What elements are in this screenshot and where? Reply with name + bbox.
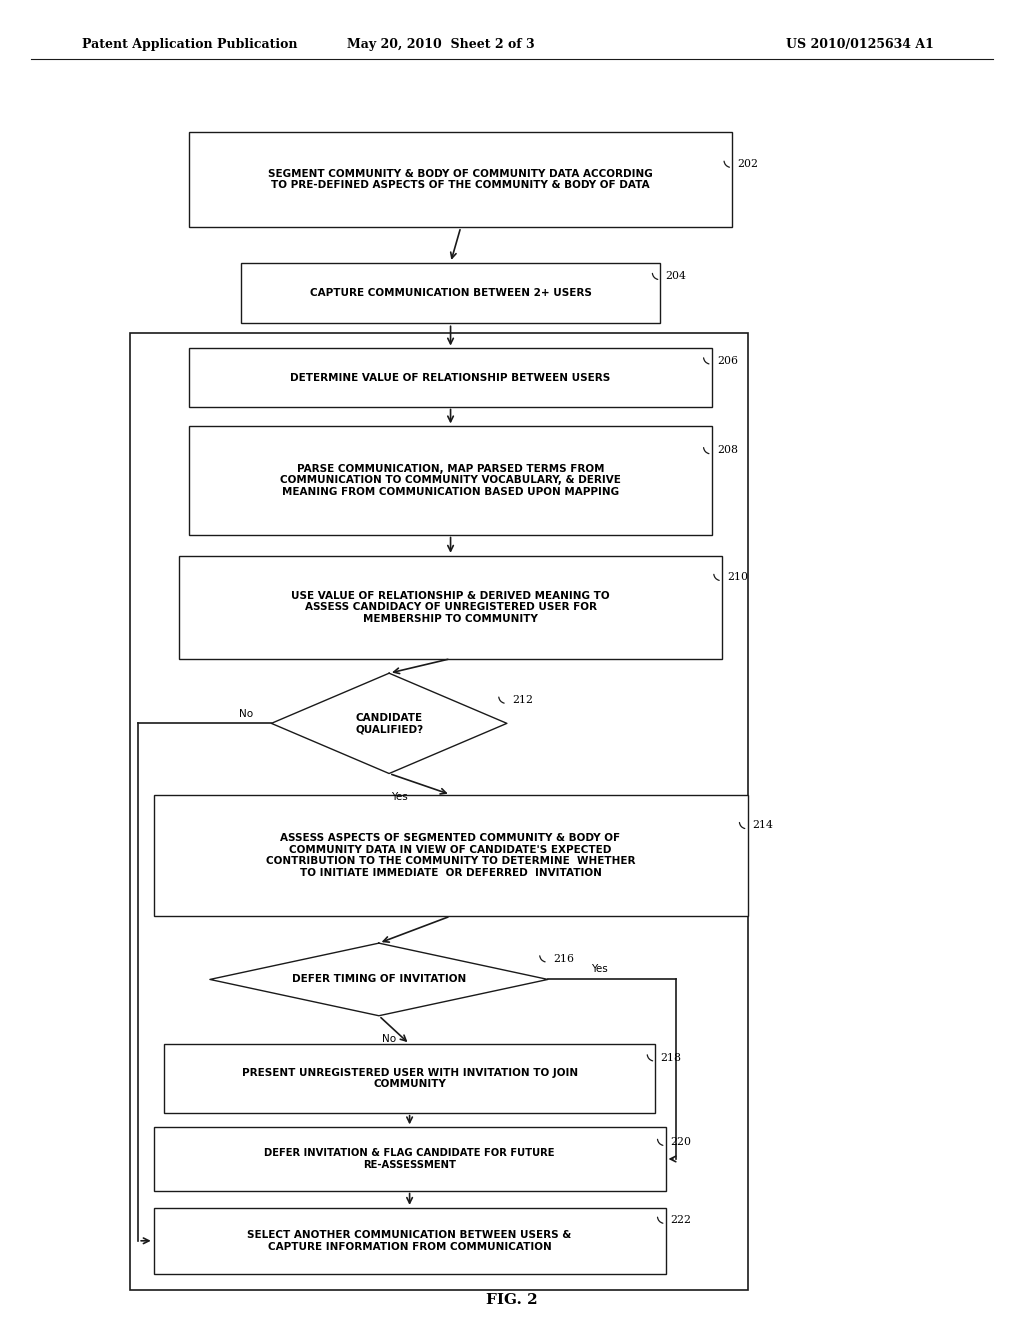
FancyBboxPatch shape [189,132,732,227]
Text: DEFER INVITATION & FLAG CANDIDATE FOR FUTURE
RE-ASSESSMENT: DEFER INVITATION & FLAG CANDIDATE FOR FU… [264,1148,555,1170]
Text: May 20, 2010  Sheet 2 of 3: May 20, 2010 Sheet 2 of 3 [346,38,535,51]
Text: CANDIDATE
QUALIFIED?: CANDIDATE QUALIFIED? [355,713,423,734]
Text: 202: 202 [737,158,759,169]
Text: 216: 216 [553,953,574,964]
Text: DETERMINE VALUE OF RELATIONSHIP BETWEEN USERS: DETERMINE VALUE OF RELATIONSHIP BETWEEN … [291,372,610,383]
Text: 204: 204 [666,271,686,281]
Text: 222: 222 [671,1214,692,1225]
Text: Yes: Yes [391,792,408,803]
Text: 220: 220 [671,1137,692,1147]
Text: USE VALUE OF RELATIONSHIP & DERIVED MEANING TO
ASSESS CANDIDACY OF UNREGISTERED : USE VALUE OF RELATIONSHIP & DERIVED MEAN… [291,590,610,624]
Text: PARSE COMMUNICATION, MAP PARSED TERMS FROM
COMMUNICATION TO COMMUNITY VOCABULARY: PARSE COMMUNICATION, MAP PARSED TERMS FR… [281,463,621,498]
Text: FIG. 2: FIG. 2 [486,1292,538,1307]
FancyBboxPatch shape [154,795,748,916]
Text: CAPTURE COMMUNICATION BETWEEN 2+ USERS: CAPTURE COMMUNICATION BETWEEN 2+ USERS [309,288,592,298]
Polygon shape [271,673,507,774]
Text: PRESENT UNREGISTERED USER WITH INVITATION TO JOIN
COMMUNITY: PRESENT UNREGISTERED USER WITH INVITATIO… [242,1068,578,1089]
Text: 208: 208 [717,445,738,455]
Text: 210: 210 [727,572,749,582]
Text: 212: 212 [512,694,534,705]
FancyBboxPatch shape [154,1127,666,1191]
Text: Patent Application Publication: Patent Application Publication [82,38,297,51]
Text: 214: 214 [753,820,773,830]
Text: DEFER TIMING OF INVITATION: DEFER TIMING OF INVITATION [292,974,466,985]
FancyBboxPatch shape [189,426,712,535]
Text: 206: 206 [717,355,738,366]
Text: No: No [239,709,253,719]
Text: Yes: Yes [591,964,607,974]
Text: 218: 218 [660,1052,682,1063]
Text: No: No [382,1035,396,1044]
Text: SELECT ANOTHER COMMUNICATION BETWEEN USERS &
CAPTURE INFORMATION FROM COMMUNICAT: SELECT ANOTHER COMMUNICATION BETWEEN USE… [248,1230,571,1251]
FancyBboxPatch shape [154,1208,666,1274]
FancyBboxPatch shape [179,556,722,659]
Text: ASSESS ASPECTS OF SEGMENTED COMMUNITY & BODY OF
COMMUNITY DATA IN VIEW OF CANDID: ASSESS ASPECTS OF SEGMENTED COMMUNITY & … [266,833,635,878]
FancyBboxPatch shape [164,1044,655,1113]
Text: US 2010/0125634 A1: US 2010/0125634 A1 [786,38,934,51]
FancyBboxPatch shape [241,263,660,323]
FancyBboxPatch shape [189,348,712,407]
Polygon shape [210,942,548,1016]
Text: SEGMENT COMMUNITY & BODY OF COMMUNITY DATA ACCORDING
TO PRE-DEFINED ASPECTS OF T: SEGMENT COMMUNITY & BODY OF COMMUNITY DA… [268,169,653,190]
